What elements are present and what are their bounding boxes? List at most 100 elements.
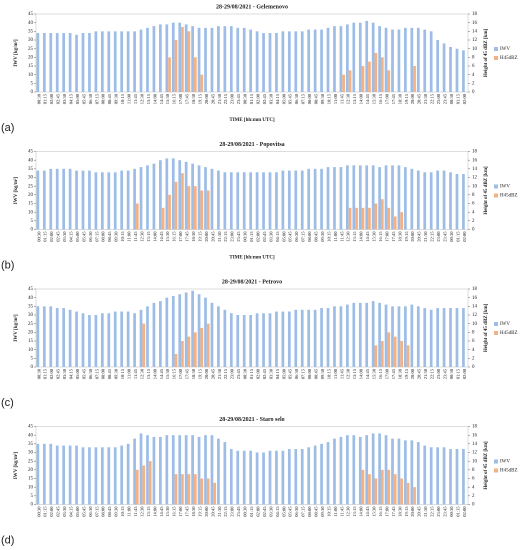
x-tick-label: 05:45 — [288, 231, 293, 242]
bar — [348, 207, 352, 230]
bar — [88, 170, 91, 230]
y2-tick-label: 4 — [472, 348, 475, 353]
bar — [355, 207, 358, 230]
x-tick-label: 21:30 — [423, 506, 428, 517]
bar — [81, 313, 85, 367]
x-tick-label: 15:30 — [372, 93, 377, 104]
x-tick-label: 17:00 — [178, 231, 183, 242]
x-tick-label: 20:00 — [410, 93, 415, 104]
bar — [374, 345, 378, 367]
x-tick-label: 01:15 — [455, 231, 460, 242]
bar — [223, 172, 227, 230]
bar — [442, 308, 446, 367]
x-tick-label: 09:30 — [114, 231, 119, 242]
x-tick-label: 04:15 — [275, 506, 280, 517]
bar — [262, 452, 265, 505]
bar — [275, 33, 278, 92]
bar — [181, 173, 184, 230]
x-tick-label: 11:45 — [133, 506, 138, 517]
bar — [442, 43, 446, 92]
bar — [462, 50, 465, 92]
y2-tick-label: 10 — [472, 47, 478, 52]
legend-swatch — [494, 459, 498, 464]
y2-tick-label: 14 — [472, 167, 478, 172]
x-tick-label: 02:45 — [262, 231, 267, 242]
x-tick-label: 20:45 — [417, 506, 422, 517]
x-tick-label: 10:15 — [326, 93, 331, 104]
x-tick-label: 17:00 — [384, 231, 389, 242]
bar — [352, 302, 356, 367]
x-tick-label: 23:00 — [436, 368, 441, 379]
x-tick-label: 05:00 — [281, 231, 286, 242]
x-tick-label: 01:15 — [43, 368, 48, 379]
bar — [287, 170, 291, 230]
bar — [184, 161, 188, 230]
x-tick-label: 17:00 — [178, 93, 183, 104]
x-tick-label: 14:45 — [159, 506, 164, 517]
x-tick-label: 14:45 — [365, 368, 370, 379]
bar — [333, 167, 336, 230]
x-tick-label: 20:45 — [417, 93, 422, 104]
x-tick-label: 15:30 — [165, 506, 170, 517]
x-tick-label: 02:00 — [49, 506, 54, 517]
bar — [171, 435, 175, 505]
x-tick-label: 07:15 — [301, 506, 306, 517]
bar — [326, 167, 330, 230]
bar — [300, 449, 304, 505]
bar — [42, 170, 46, 230]
bar — [68, 33, 72, 92]
y2-axis-title: Height of 45 dBZ [km] — [484, 304, 489, 353]
x-tick-label: 14:45 — [365, 93, 370, 104]
bar — [429, 447, 433, 505]
bar — [406, 482, 410, 505]
bar — [423, 308, 427, 367]
chart-panel: 28-29/08/2021 - Petrovo05101520253035404… — [1, 279, 518, 409]
bar — [374, 203, 378, 230]
y-axis-title: IWV [kg/m²] — [13, 451, 19, 479]
x-tick-label: 22:15 — [223, 93, 228, 104]
bar — [380, 199, 384, 230]
y-tick-label: 15 — [28, 477, 34, 482]
x-tick-label: 03:30 — [62, 93, 67, 104]
y2-tick-label: 8 — [472, 468, 475, 473]
bar — [146, 27, 149, 92]
bar — [191, 435, 194, 505]
x-tick-label: 14:00 — [359, 93, 364, 104]
bar — [361, 207, 365, 230]
y2-tick-label: 4 — [472, 485, 475, 490]
x-tick-label: 12:30 — [346, 506, 351, 517]
bar — [423, 172, 427, 230]
x-tick-label: 05:45 — [81, 93, 86, 104]
bar — [268, 172, 272, 230]
x-tick-label: 22:15 — [430, 368, 435, 379]
x-tick-label: 21:30 — [217, 93, 222, 104]
bar — [120, 170, 124, 230]
bar — [255, 172, 259, 230]
x-tick-label: 08:00 — [307, 368, 312, 379]
y-tick-label: 45 — [28, 150, 34, 155]
bar — [55, 168, 59, 230]
bar — [126, 170, 130, 230]
x-tick-label: 11:45 — [133, 368, 138, 379]
x-tick-label: 22:15 — [430, 506, 435, 517]
bar — [178, 22, 182, 93]
y2-tick-label: 8 — [472, 330, 475, 335]
x-tick-label: 13:15 — [352, 368, 357, 379]
bar — [416, 27, 420, 92]
x-tick-label: 20:00 — [204, 506, 209, 517]
x-tick-label: 01:15 — [249, 231, 254, 242]
x-tick-label: 19:15 — [404, 231, 409, 242]
x-tick-label: 08:00 — [307, 93, 312, 104]
bar — [187, 474, 191, 505]
x-tick-label: 02:45 — [56, 506, 61, 517]
x-tick-label: 05:45 — [288, 368, 293, 379]
bar — [358, 22, 362, 93]
y2-tick-label: 14 — [472, 304, 478, 309]
x-tick-label: 03:30 — [268, 231, 273, 242]
bar — [455, 308, 459, 367]
bar — [462, 449, 465, 505]
x-tick-label: 18:30 — [397, 231, 402, 242]
x-tick-label: 18:30 — [191, 93, 196, 104]
x-tick-label: 09:30 — [114, 93, 119, 104]
bar — [191, 163, 194, 230]
